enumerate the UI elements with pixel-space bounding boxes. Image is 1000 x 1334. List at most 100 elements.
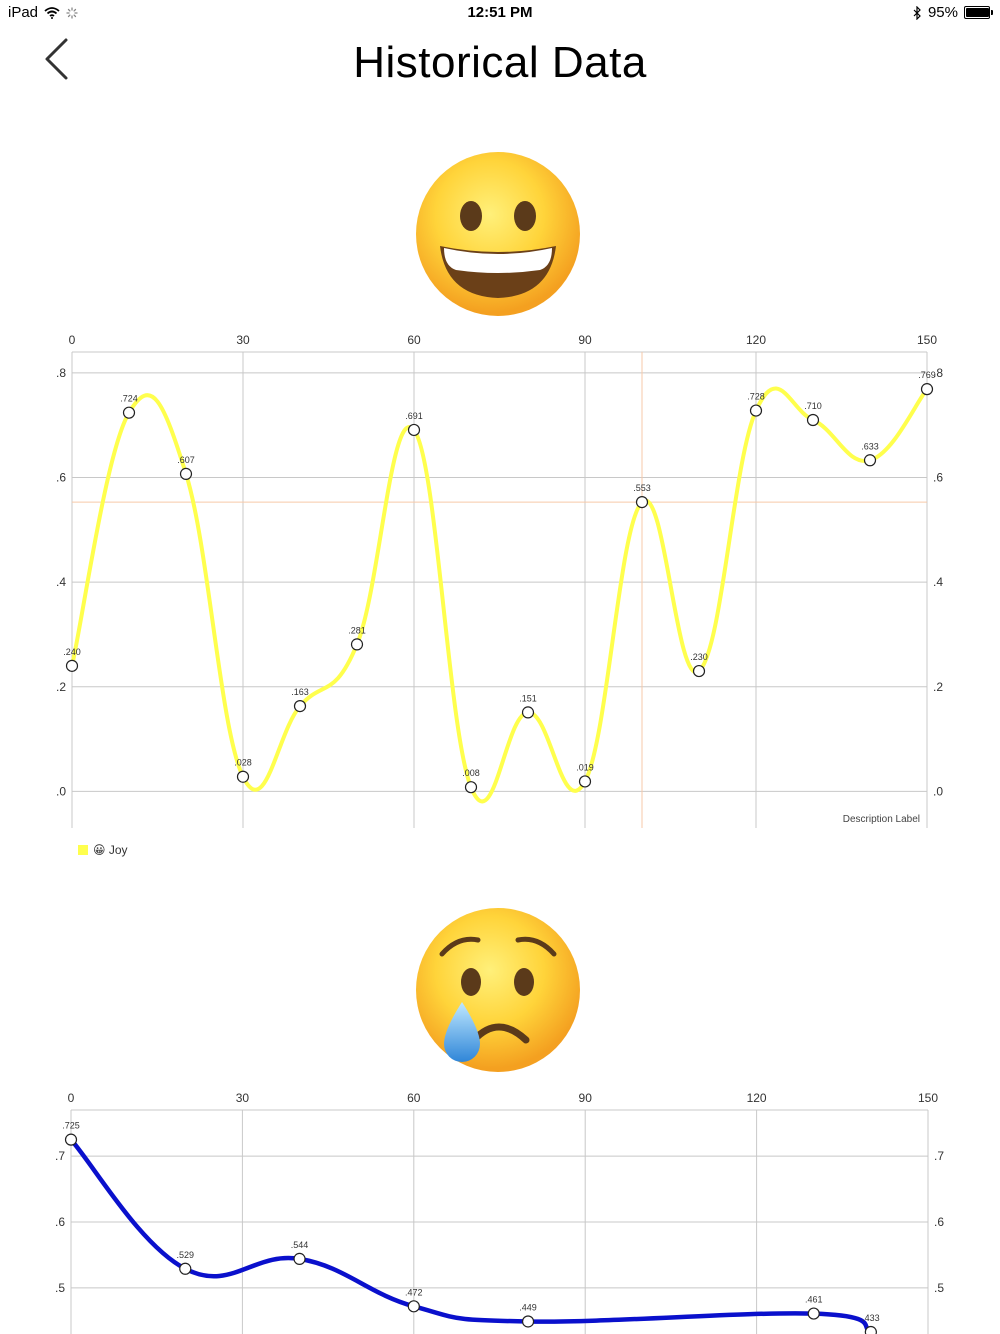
data-points [64,1133,877,1334]
y-tick-label-left: .7 [55,1149,65,1163]
data-label: .008 [462,768,480,778]
data-points [65,383,934,794]
data-point [407,1300,420,1313]
data-label: .553 [633,483,651,493]
x-tick-label: 90 [579,1091,593,1105]
data-point [122,406,136,419]
data-point [293,700,307,713]
y-tick-label-right: .4 [933,575,943,589]
joy-line-chart: .240 .724 .607 .028 .163 .281 .691 .008 .151 .019… [56,333,943,828]
x-tick-label: 90 [578,333,592,347]
battery-icon [964,6,993,19]
data-label: .281 [348,625,366,635]
status-time: 12:51 PM [467,4,533,21]
y-tick-label-right: .6 [934,1215,944,1229]
data-label: .724 [120,394,138,404]
data-label: .472 [405,1287,423,1297]
battery-percent: 95% [927,4,958,21]
data-label: .529 [177,1250,195,1260]
legend-swatch [78,845,88,855]
y-tick-label-right: .6 [933,471,943,485]
data-point [920,383,934,396]
x-tick-label: 150 [918,1091,938,1105]
data-label: .461 [805,1295,823,1305]
data-label: .691 [405,411,423,421]
chart-description: Description Label [843,814,920,825]
sad-line-chart: .725 .529 .544 .472 .449 .461 .433 0 30 60 90 120 1… [55,1091,944,1334]
y-tick-label-right: .8 [933,366,943,380]
x-tick-label: 0 [68,1091,75,1105]
data-label: .607 [177,455,195,465]
axis-ticks: 0 30 60 90 120 150 .5 .5 .6 .6 .7 .7 [55,1091,944,1295]
wifi-icon [44,6,60,19]
series-line-joy [70,386,929,804]
x-tick-label: 30 [236,333,250,347]
data-point [293,1252,306,1265]
x-tick-label: 30 [236,1091,250,1105]
data-label: .028 [234,758,252,768]
x-tick-label: 120 [746,333,766,347]
data-point [407,423,421,437]
y-tick-label-left: .6 [56,471,66,485]
data-point [179,1262,192,1275]
data-point [692,664,706,678]
y-tick-label-right: .5 [934,1281,944,1295]
battery-level [966,8,989,17]
data-label: .725 [62,1121,80,1131]
chart-grid [71,351,928,828]
axis-ticks: 0 30 60 90 120 150 .0 .0 .2 .2 .4 .4 .6 .6 .8 .8 [56,333,943,798]
y-tick-label-right: .0 [933,784,943,798]
data-point [65,659,79,672]
legend-label: 😀 Joy [93,843,128,857]
data-label: .769 [918,370,936,380]
data-label: .433 [862,1313,880,1323]
data-point [350,638,364,651]
data-point [863,454,877,467]
bluetooth-icon [913,5,921,20]
y-tick-label-left: .6 [55,1215,65,1229]
back-button[interactable] [30,34,86,84]
chart-legend: 😀 Joy [78,843,128,857]
data-label: .163 [291,687,309,697]
data-point [864,1325,877,1334]
data-label: .710 [804,401,822,411]
data-label: .728 [747,392,765,402]
data-label: .544 [291,1240,309,1250]
activity-spinner-icon [66,6,78,19]
data-point [521,706,535,719]
y-tick-label-right: .2 [933,680,943,694]
x-tick-label: 60 [407,333,421,347]
data-label: .151 [519,693,537,703]
data-label: .449 [519,1302,537,1312]
grinning-face-icon [414,150,584,325]
data-point [179,467,193,480]
highlight-crosshair [72,352,927,828]
device-name: iPad [8,4,39,21]
navigation-bar: Historical Data [0,26,1000,106]
data-point [464,781,478,794]
status-right: 95% [913,4,993,21]
data-labels: .240 .724 .607 .028 .163 .281 .691 .008 .151 .019… [63,370,936,778]
x-tick-label: 150 [917,333,937,347]
page-title: Historical Data [353,38,647,87]
status-bar: iPad 12:51 PM 95% [0,0,1000,26]
data-label: .633 [861,441,879,451]
crying-face-icon [414,906,584,1081]
y-tick-label-left: .4 [56,575,66,589]
data-labels: .725 .529 .544 .472 .449 .461 .433 [62,1121,879,1323]
status-left: iPad [8,4,78,21]
data-point [635,496,649,509]
x-tick-label: 60 [407,1091,421,1105]
y-tick-label-left: .8 [56,366,66,380]
x-tick-label: 0 [69,333,76,347]
data-label: .240 [63,647,81,657]
data-point [806,413,820,427]
y-tick-label-left: .0 [56,784,66,798]
data-point [749,404,763,417]
data-point [521,1315,535,1328]
data-label: .230 [690,652,708,662]
data-point [236,770,250,783]
chart-grid [70,1109,929,1334]
y-tick-label-left: .2 [56,680,66,694]
data-label: .019 [576,762,594,772]
